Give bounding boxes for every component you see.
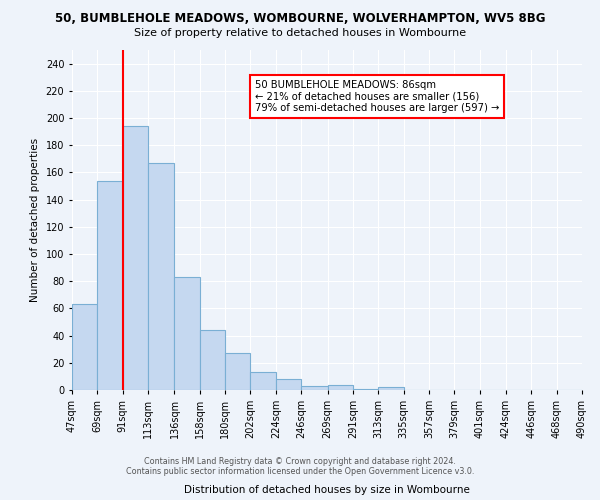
Bar xyxy=(72,304,97,390)
Text: 50 BUMBLEHOLE MEADOWS: 86sqm
← 21% of detached houses are smaller (156)
79% of s: 50 BUMBLEHOLE MEADOWS: 86sqm ← 21% of de… xyxy=(255,80,499,113)
Bar xyxy=(301,386,328,390)
Bar xyxy=(148,163,175,390)
Text: Distribution of detached houses by size in Wombourne: Distribution of detached houses by size … xyxy=(184,485,470,495)
Y-axis label: Number of detached properties: Number of detached properties xyxy=(30,138,40,302)
Bar xyxy=(328,384,353,390)
Text: Contains public sector information licensed under the Open Government Licence v3: Contains public sector information licen… xyxy=(126,467,474,476)
Bar xyxy=(200,330,225,390)
Bar xyxy=(250,372,276,390)
Text: Contains HM Land Registry data © Crown copyright and database right 2024.: Contains HM Land Registry data © Crown c… xyxy=(144,457,456,466)
Bar xyxy=(378,388,404,390)
Bar xyxy=(276,379,301,390)
Bar xyxy=(225,354,250,390)
Bar xyxy=(122,126,148,390)
Text: 50, BUMBLEHOLE MEADOWS, WOMBOURNE, WOLVERHAMPTON, WV5 8BG: 50, BUMBLEHOLE MEADOWS, WOMBOURNE, WOLVE… xyxy=(55,12,545,26)
Bar xyxy=(175,277,200,390)
Bar xyxy=(97,180,122,390)
Bar xyxy=(353,388,378,390)
Text: Size of property relative to detached houses in Wombourne: Size of property relative to detached ho… xyxy=(134,28,466,38)
